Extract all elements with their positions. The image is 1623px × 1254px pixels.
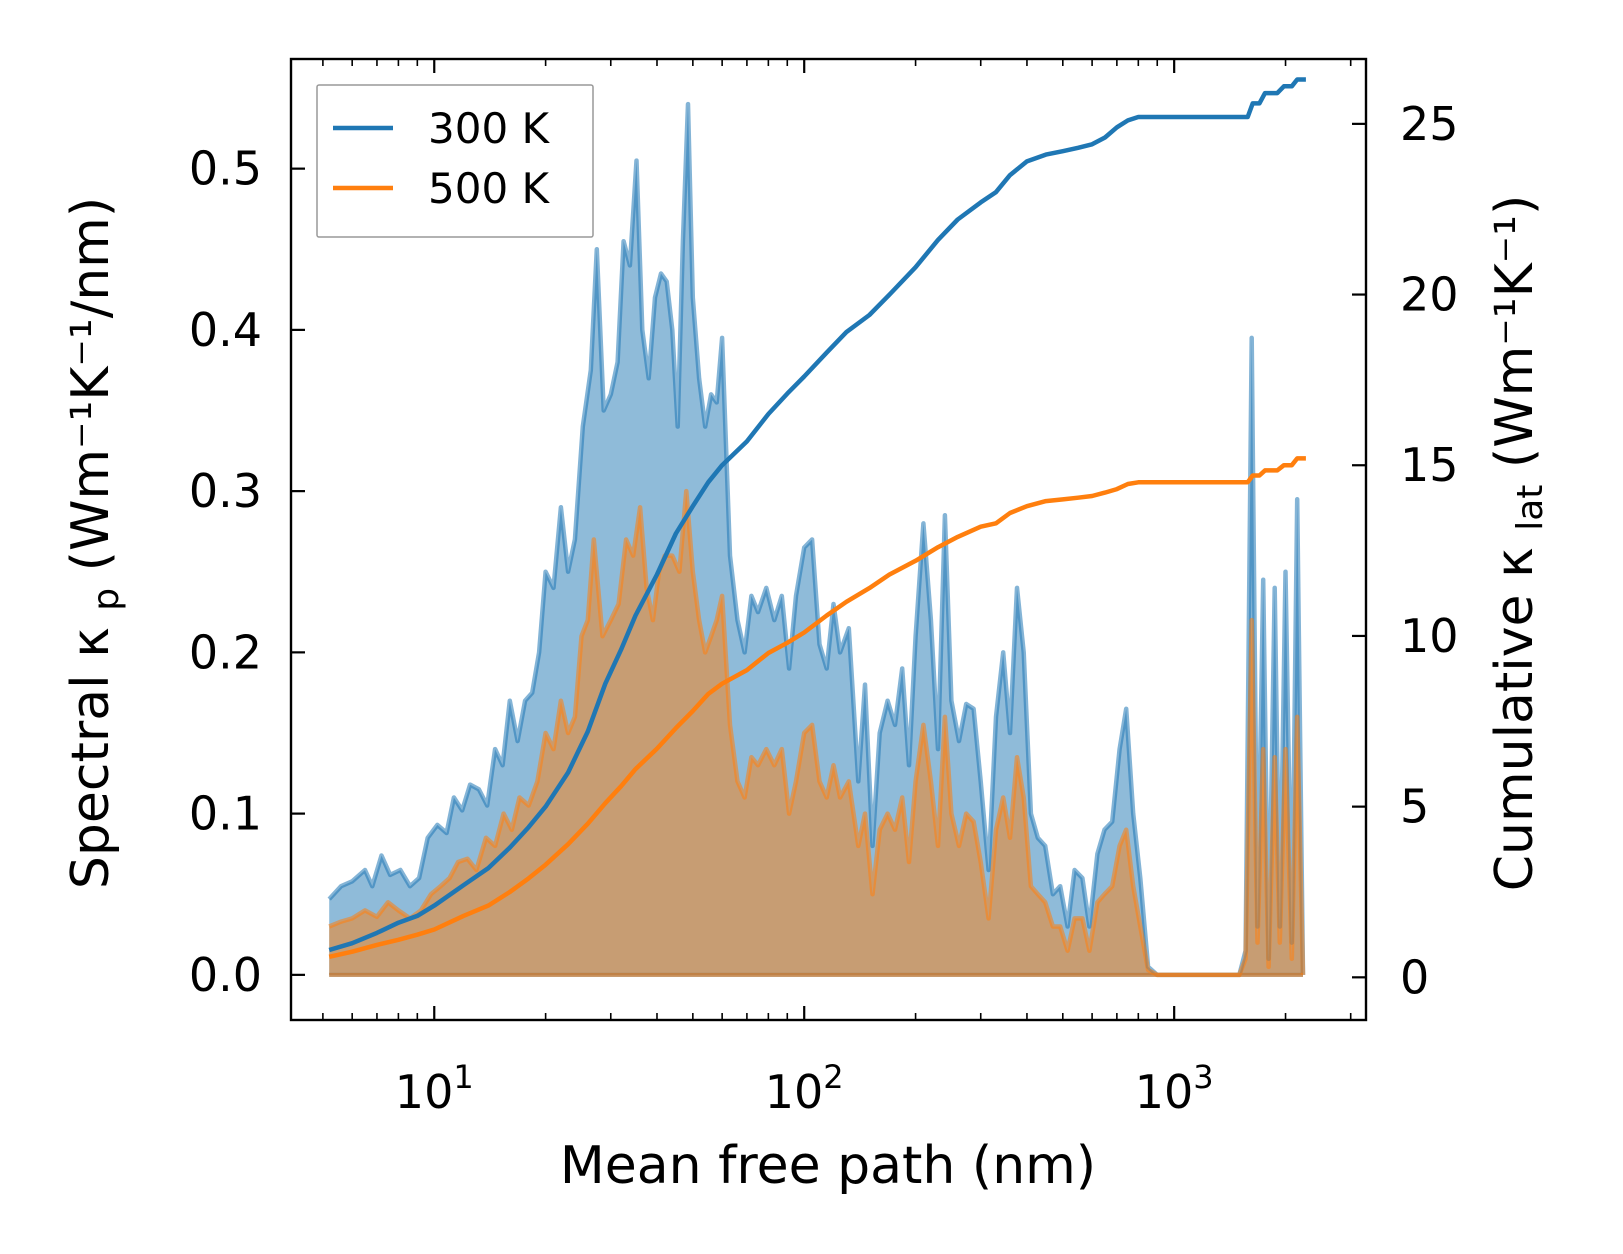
left-y-tick-label: 0.2 — [189, 625, 262, 679]
x-tick-label-base: 10 — [765, 1065, 824, 1119]
x-tick-label: 101 — [395, 1058, 474, 1119]
right-y-tick-label: 0 — [1400, 950, 1429, 1004]
spectral-line-500k — [328, 488, 1306, 978]
legend-box — [316, 84, 594, 238]
spectral-line-layer — [327, 101, 1306, 978]
x-tick-label-exponent: 1 — [453, 1058, 473, 1096]
left-y-label-suffix: (Wm⁻¹K⁻¹/nm) — [61, 197, 121, 571]
cumulative-line-300k — [328, 77, 1306, 953]
x-axis-label: Mean free path (nm) — [560, 1136, 1096, 1196]
x-tick-label-base: 10 — [1135, 1065, 1194, 1119]
axis-ticks — [291, 59, 1366, 1020]
legend-label-500k: 500 K — [428, 164, 551, 213]
left-y-tick-label: 0.4 — [189, 303, 262, 357]
x-tick-label-base: 10 — [395, 1065, 454, 1119]
right-y-label-prefix: Cumulative κ — [1485, 547, 1545, 891]
left-y-axis-label: Spectral κ p (Wm⁻¹K⁻¹/nm) — [61, 197, 131, 889]
cumulative-line-layer — [328, 77, 1306, 959]
left-y-label-prefix: Spectral κ — [61, 627, 121, 889]
cumulative-line-500k — [328, 456, 1306, 959]
left-y-tick-label: 0.3 — [189, 464, 262, 518]
left-y-tick-label: 0.1 — [189, 787, 262, 841]
x-tick-label-exponent: 2 — [823, 1058, 843, 1096]
right-y-label-suffix: (Wm⁻¹K⁻¹) — [1485, 195, 1545, 468]
x-tick-label: 103 — [1135, 1058, 1214, 1119]
right-y-tick-label: 20 — [1400, 268, 1459, 322]
x-tick-label: 102 — [765, 1058, 844, 1119]
legend-label-300k: 300 K — [428, 104, 551, 153]
right-y-tick-label: 25 — [1400, 97, 1459, 151]
left-y-tick-label: 0.0 — [189, 948, 262, 1002]
x-tick-label-exponent: 3 — [1193, 1058, 1213, 1096]
right-y-tick-label: 10 — [1400, 609, 1459, 663]
legend: 300 K 500 K — [316, 84, 594, 238]
left-y-label-subscript: p — [86, 588, 127, 611]
right-y-tick-label: 5 — [1400, 780, 1429, 834]
spectral-area-500k — [329, 491, 1303, 975]
left-y-tick-label: 0.5 — [189, 142, 262, 196]
right-y-axis-label: Cumulative κ lat (Wm⁻¹K⁻¹) — [1485, 195, 1555, 892]
spectral-line-300k — [327, 101, 1306, 978]
right-y-label-subscript: lat — [1510, 485, 1551, 531]
right-y-tick-label: 15 — [1400, 438, 1459, 492]
plot-frame — [289, 57, 1368, 1022]
spectral-fill-layer — [329, 104, 1303, 975]
